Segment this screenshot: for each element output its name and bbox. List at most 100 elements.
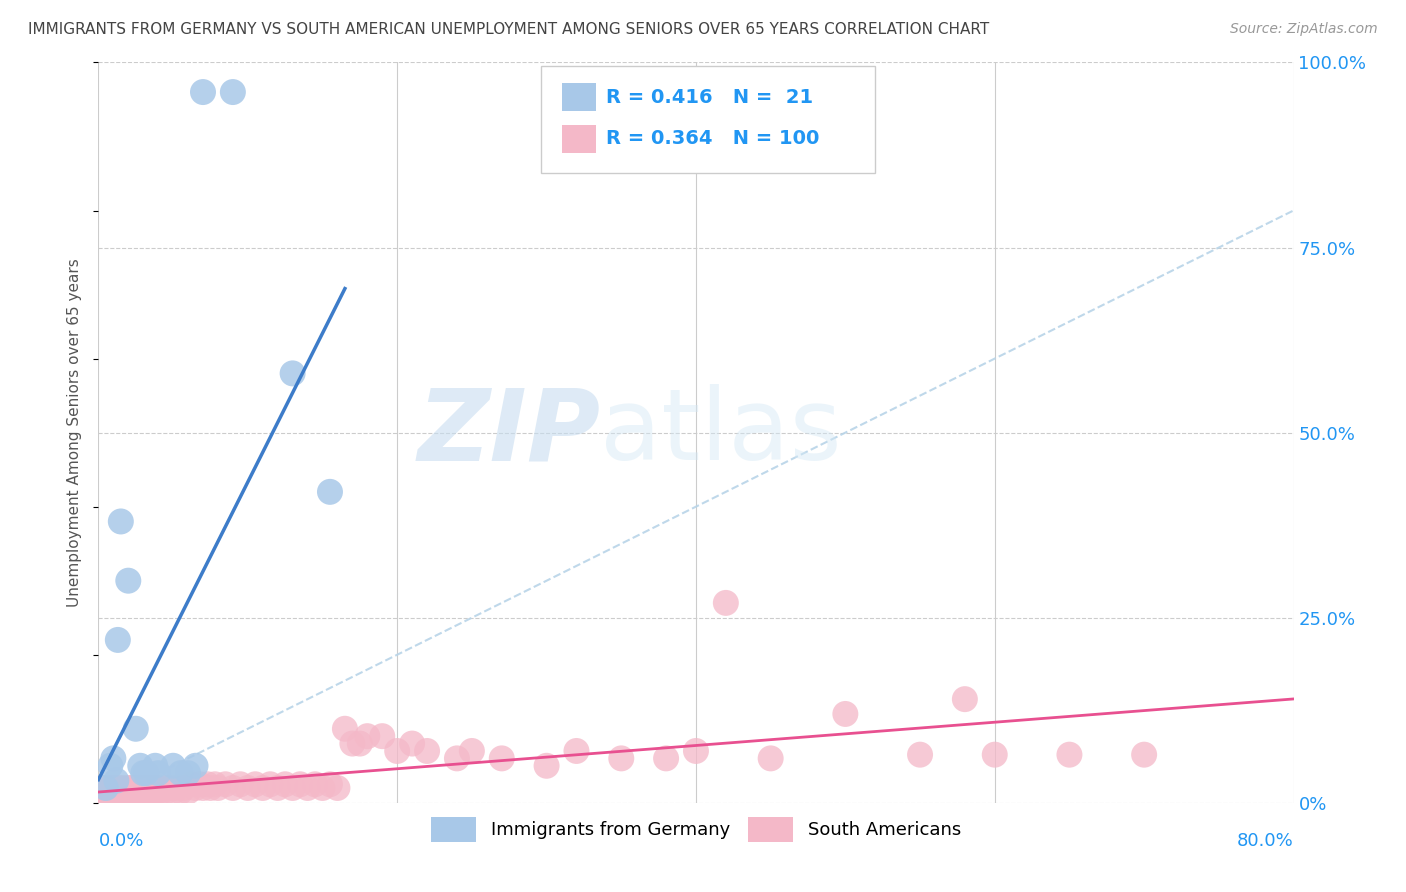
Point: [169, 766, 191, 780]
Point: [333, 722, 356, 736]
Point: [135, 766, 157, 780]
Point: [371, 729, 394, 743]
Point: [143, 758, 166, 772]
Point: [984, 747, 1007, 762]
Text: atlas: atlas: [600, 384, 842, 481]
Point: [180, 777, 202, 791]
Y-axis label: Unemployment Among Seniors over 65 years: Unemployment Among Seniors over 65 years: [67, 259, 83, 607]
Point: [281, 780, 304, 795]
Point: [229, 777, 252, 791]
Point: [153, 780, 176, 795]
Point: [117, 574, 139, 588]
Point: [319, 484, 342, 499]
Point: [173, 780, 195, 795]
Point: [143, 780, 166, 795]
Text: IMMIGRANTS FROM GERMANY VS SOUTH AMERICAN UNEMPLOYMENT AMONG SENIORS OVER 65 YEA: IMMIGRANTS FROM GERMANY VS SOUTH AMERICA…: [28, 22, 990, 37]
Point: [610, 751, 633, 765]
Point: [107, 632, 129, 647]
Point: [105, 773, 128, 788]
Text: Source: ZipAtlas.com: Source: ZipAtlas.com: [1230, 22, 1378, 37]
Point: [214, 777, 236, 791]
Point: [759, 751, 782, 765]
Point: [349, 737, 371, 751]
Point: [98, 758, 122, 772]
Point: [135, 780, 157, 795]
Point: [207, 780, 229, 795]
Point: [150, 785, 173, 799]
Point: [1133, 747, 1156, 762]
Point: [157, 780, 180, 795]
Point: [110, 785, 132, 799]
Point: [416, 744, 439, 758]
Legend: Immigrants from Germany, South Americans: Immigrants from Germany, South Americans: [423, 809, 969, 849]
Point: [148, 766, 170, 780]
Point: [385, 744, 409, 758]
Point: [184, 758, 207, 772]
Point: [134, 785, 156, 799]
Point: [96, 789, 118, 803]
Point: [222, 780, 245, 795]
Point: [188, 777, 211, 791]
Point: [139, 785, 162, 799]
Point: [98, 780, 122, 795]
Point: [342, 737, 364, 751]
Point: [162, 785, 184, 799]
Point: [103, 751, 125, 765]
Text: 80.0%: 80.0%: [1237, 832, 1294, 850]
Point: [165, 780, 187, 795]
Point: [125, 722, 148, 736]
Point: [97, 785, 120, 799]
Point: [138, 780, 160, 795]
Point: [356, 729, 378, 743]
Point: [197, 777, 219, 791]
Point: [103, 785, 125, 799]
Point: [565, 744, 588, 758]
Point: [118, 785, 141, 799]
Point: [1059, 747, 1081, 762]
Point: [461, 744, 484, 758]
Point: [89, 789, 111, 803]
Point: [129, 758, 152, 772]
FancyBboxPatch shape: [541, 66, 876, 173]
Point: [145, 785, 167, 799]
Point: [252, 780, 274, 795]
Point: [401, 737, 423, 751]
Point: [124, 780, 146, 795]
Point: [114, 789, 136, 803]
Point: [128, 785, 150, 799]
Point: [155, 785, 177, 799]
Point: [169, 785, 191, 799]
Point: [177, 766, 200, 780]
Point: [110, 515, 132, 529]
Point: [536, 758, 558, 772]
Point: [121, 785, 143, 799]
Point: [131, 785, 153, 799]
Point: [112, 785, 135, 799]
Point: [908, 747, 931, 762]
Point: [110, 789, 132, 803]
Point: [104, 789, 127, 803]
Point: [245, 777, 267, 791]
Point: [281, 367, 304, 381]
Text: 0.0%: 0.0%: [98, 832, 143, 850]
Point: [326, 780, 349, 795]
Point: [90, 785, 112, 799]
Point: [132, 766, 155, 780]
Point: [148, 780, 170, 795]
Point: [177, 785, 200, 799]
Point: [191, 780, 214, 795]
Point: [311, 780, 333, 795]
Point: [115, 785, 138, 799]
Point: [184, 780, 207, 795]
Point: [204, 777, 226, 791]
Point: [267, 780, 290, 795]
Point: [297, 780, 319, 795]
Point: [94, 780, 117, 795]
Point: [259, 777, 281, 791]
Point: [129, 780, 152, 795]
Point: [93, 780, 115, 795]
Point: [162, 758, 184, 772]
Point: [200, 780, 222, 795]
Point: [288, 777, 311, 791]
Point: [105, 785, 128, 799]
